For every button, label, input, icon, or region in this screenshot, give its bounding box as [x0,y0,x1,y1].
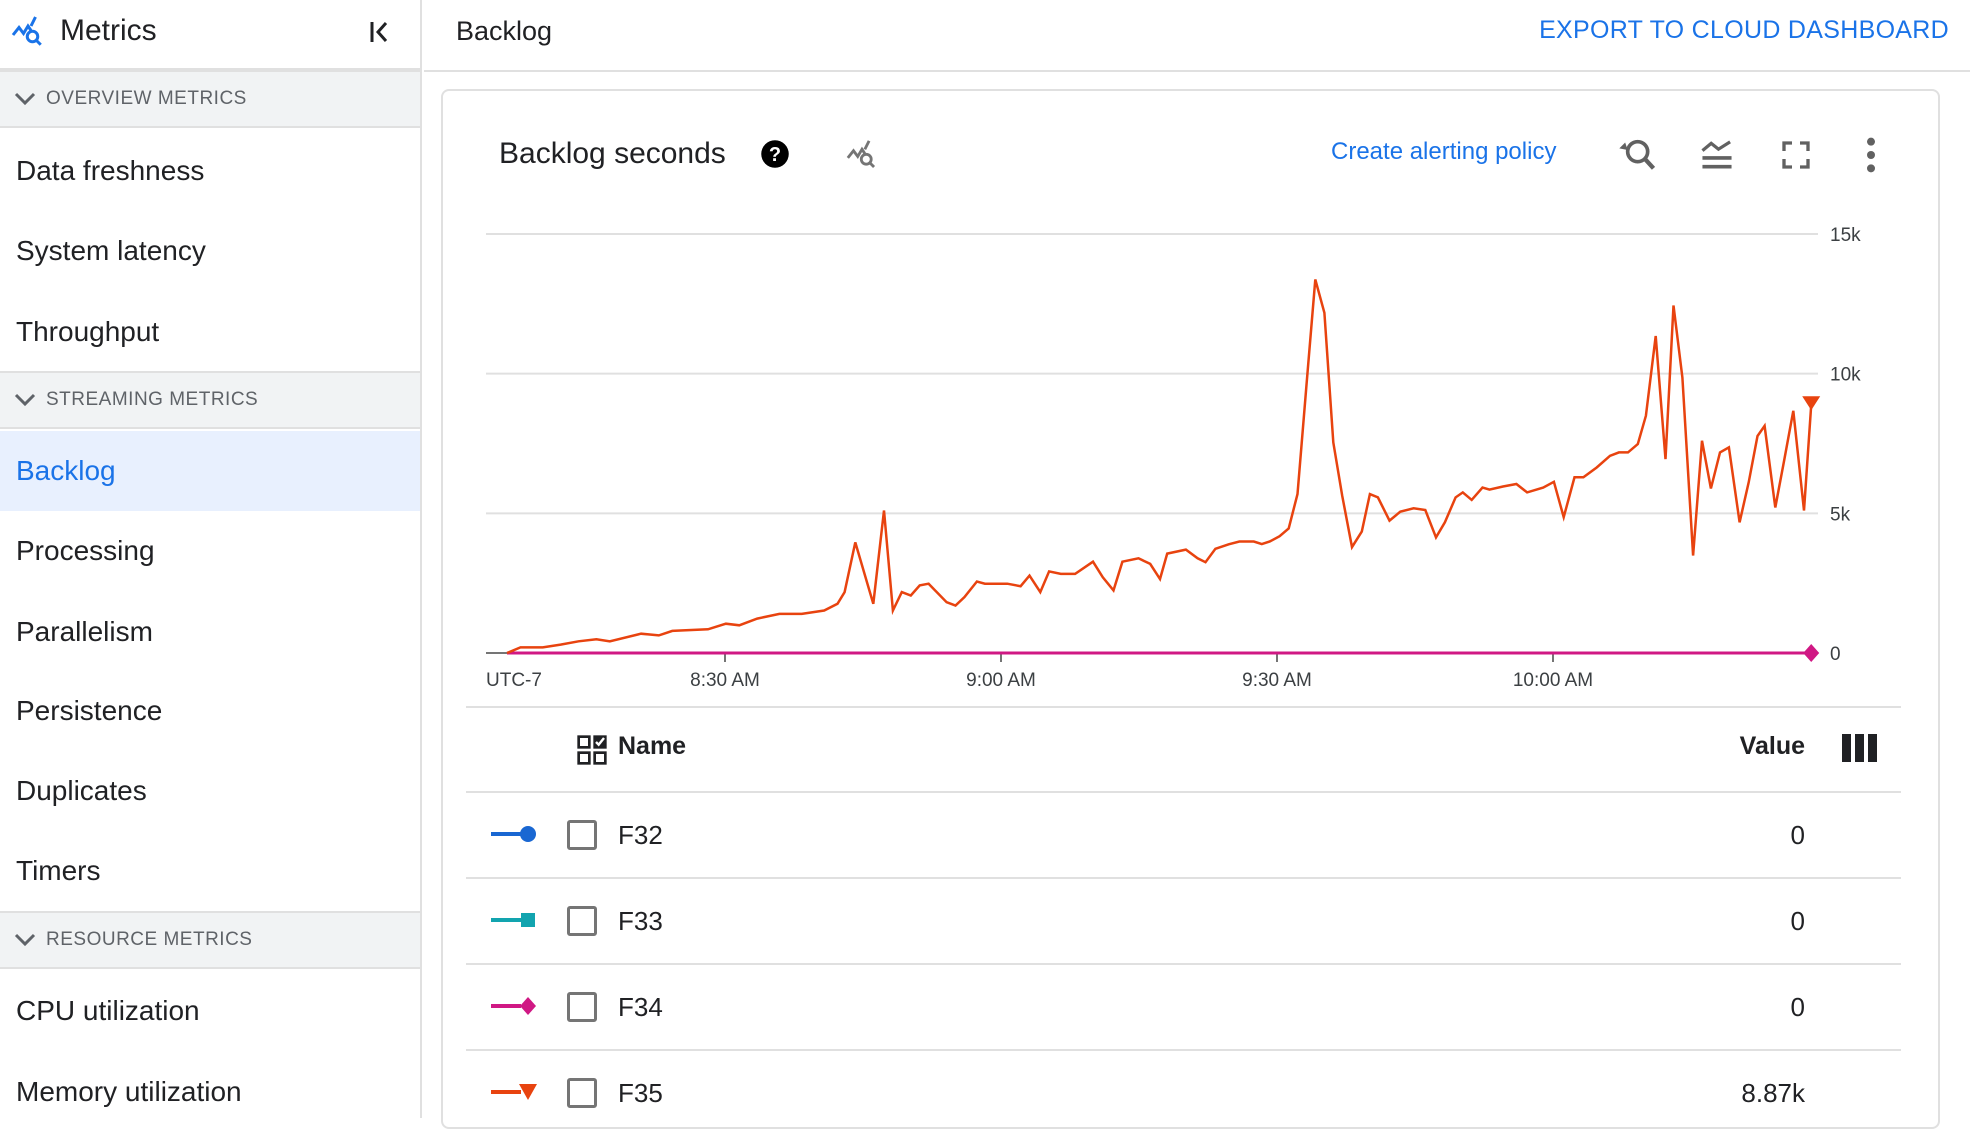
section-label: RESOURCE METRICS [46,929,253,950]
sidebar-item-cpu-utilization[interactable]: CPU utilization [16,995,200,1026]
legend-diamond-icon [491,997,536,1015]
x-tick-label: 9:30 AM [1242,670,1312,691]
x-tick-label: 9:00 AM [966,670,1036,691]
section-resource-metrics[interactable]: RESOURCE METRICS [0,911,420,969]
section-streaming-metrics[interactable]: STREAMING METRICS [0,371,420,429]
export-to-cloud-dashboard-button[interactable]: EXPORT TO CLOUD DASHBOARD [1539,16,1949,44]
series-name: F32 [618,820,663,850]
y-tick-label: 5k [1830,504,1851,525]
sidebar-item-persistence[interactable]: Persistence [16,695,163,726]
row-checkbox[interactable] [567,820,597,850]
table-divider [466,963,1901,965]
legend-circle-icon [491,826,536,842]
series-value: 0 [1790,992,1805,1022]
table-row[interactable]: F33 0 [466,878,1901,964]
series-marker-F35 [1802,396,1821,411]
column-header-value[interactable]: Value [1739,732,1805,760]
sidebar-item-processing[interactable]: Processing [16,535,155,566]
column-header-name[interactable]: Name [618,732,687,760]
sidebar-item-system-latency[interactable]: System latency [16,235,206,266]
table-divider [466,791,1901,793]
y-tick-label: 10k [1830,365,1861,386]
sidebar-item-throughput[interactable]: Throughput [16,316,160,347]
chevron-down-icon [14,92,36,106]
series-value: 0 [1790,906,1805,936]
series-name: F33 [618,906,663,936]
metrics-explore-icon [11,16,42,46]
sidebar-item-timers[interactable]: Timers [16,855,101,886]
create-alerting-policy-link[interactable]: Create alerting policy [1331,138,1557,165]
select-all-icon[interactable] [576,734,608,766]
sidebar-item-memory-utilization[interactable]: Memory utilization [16,1076,242,1107]
sidebar-item-backlog[interactable]: Backlog [0,431,420,511]
row-checkbox[interactable] [567,1078,597,1108]
chevron-down-icon [14,393,36,407]
page-title: Backlog [456,16,553,46]
fullscreen-icon[interactable] [1780,139,1812,171]
chart-title: Backlog seconds [499,137,726,170]
collapse-sidebar-button[interactable] [368,18,392,54]
sidebar-item-duplicates[interactable]: Duplicates [16,775,147,806]
sidebar-title: Metrics [60,14,157,47]
row-checkbox[interactable] [567,992,597,1022]
series-name: F34 [618,992,663,1022]
reset-zoom-icon[interactable] [1615,135,1657,175]
y-tick-label: 15k [1830,225,1861,246]
more-options-icon[interactable] [1864,135,1878,175]
table-divider [466,706,1901,708]
svg-text:?: ? [769,144,781,166]
table-row[interactable]: F34 0 [466,964,1901,1050]
table-row[interactable]: F35 8.87k [466,1050,1901,1136]
timezone-label: UTC-7 [486,670,542,691]
table-divider [466,877,1901,879]
section-label: STREAMING METRICS [46,389,259,410]
table-row[interactable]: F32 0 [466,792,1901,878]
sidebar: Metrics OVERVIEW METRICS Data freshness … [0,0,422,1118]
legend-toggle-icon[interactable] [1699,139,1735,171]
section-overview-metrics[interactable]: OVERVIEW METRICS [0,70,420,128]
sidebar-item-parallelism[interactable]: Parallelism [16,616,153,647]
y-tick-label: 0 [1830,644,1841,665]
series-name: F35 [618,1078,663,1108]
chevron-down-icon [14,933,36,947]
x-tick-label: 10:00 AM [1513,670,1593,691]
column-picker-icon[interactable] [1842,734,1878,762]
legend-square-icon [491,913,535,927]
series-value: 8.87k [1741,1078,1805,1108]
section-label: OVERVIEW METRICS [46,88,247,109]
top-bar: Backlog EXPORT TO CLOUD DASHBOARD [424,0,1970,72]
table-divider [466,1049,1901,1051]
x-tick-label: 8:30 AM [690,670,760,691]
backlog-chart[interactable]: 0 5k 10k 15k 8:30 AM 9:00 AM 9:30 AM 10:00 AM U… [0,0,1970,720]
series-value: 0 [1790,820,1805,850]
series-marker-F34 [1803,644,1820,662]
sidebar-header: Metrics [0,0,420,70]
row-checkbox[interactable] [567,906,597,936]
sidebar-item-data-freshness[interactable]: Data freshness [16,155,205,186]
series-line-F35[interactable] [506,279,1813,655]
collapse-left-icon [370,22,388,42]
explore-metrics-icon[interactable] [845,138,879,172]
help-icon[interactable]: ? [760,139,790,169]
legend-triangle-down-icon [491,1084,537,1100]
